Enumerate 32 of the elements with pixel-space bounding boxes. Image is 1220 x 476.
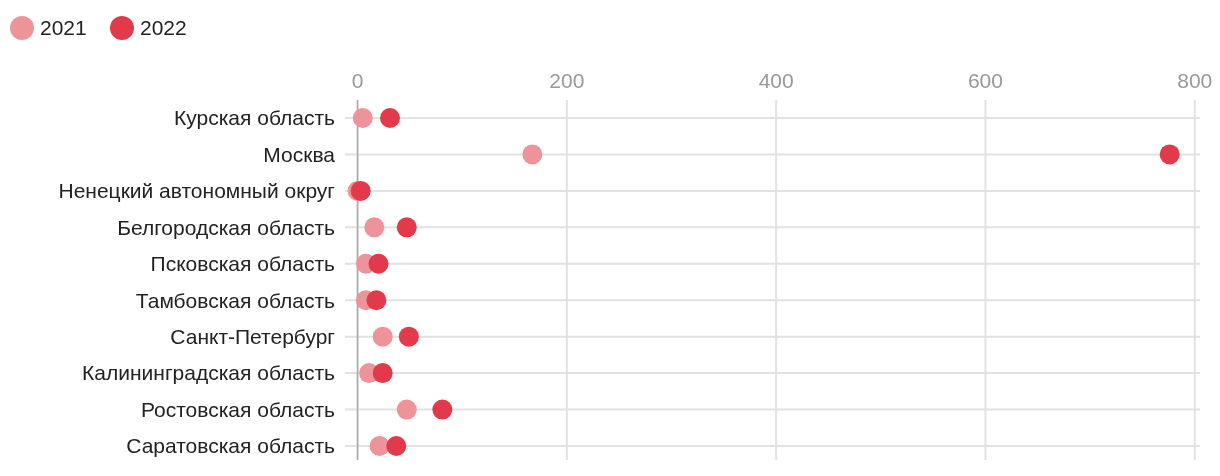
point xyxy=(366,290,387,311)
point xyxy=(1159,144,1180,165)
x-tick-label: 0 xyxy=(351,69,364,92)
y-tick-label: Псковская область xyxy=(150,252,336,276)
point xyxy=(398,326,419,347)
x-tick-label: 600 xyxy=(967,69,1003,92)
x-tick-label: 800 xyxy=(1177,69,1213,92)
y-tick-label: Саратовская область xyxy=(126,434,336,458)
y-tick-label: Белгородская область xyxy=(117,215,336,239)
point xyxy=(396,217,417,238)
y-tick-label: Ростовская область xyxy=(140,397,336,421)
point xyxy=(380,108,400,128)
y-tick-label: Курская область xyxy=(174,106,336,130)
point xyxy=(372,326,393,347)
y-tick-label: Санкт-Петербург xyxy=(170,325,336,349)
legend-label: 2022 xyxy=(140,16,187,40)
point xyxy=(386,436,407,456)
y-tick-label: Тамбовская область xyxy=(135,288,336,312)
point xyxy=(368,253,389,274)
point xyxy=(432,399,453,420)
point xyxy=(522,144,543,165)
point xyxy=(369,436,390,456)
x-tick-label: 200 xyxy=(549,69,585,92)
point xyxy=(396,399,417,420)
y-tick-label: Москва xyxy=(263,142,336,166)
point xyxy=(372,363,393,384)
legend-label: 2021 xyxy=(40,16,87,40)
point xyxy=(364,217,385,238)
y-tick-label: Ненецкий автономный округ xyxy=(58,179,336,203)
point xyxy=(352,108,373,128)
x-tick-label: 400 xyxy=(758,69,794,92)
y-tick-label: Калининградская область xyxy=(82,361,336,385)
